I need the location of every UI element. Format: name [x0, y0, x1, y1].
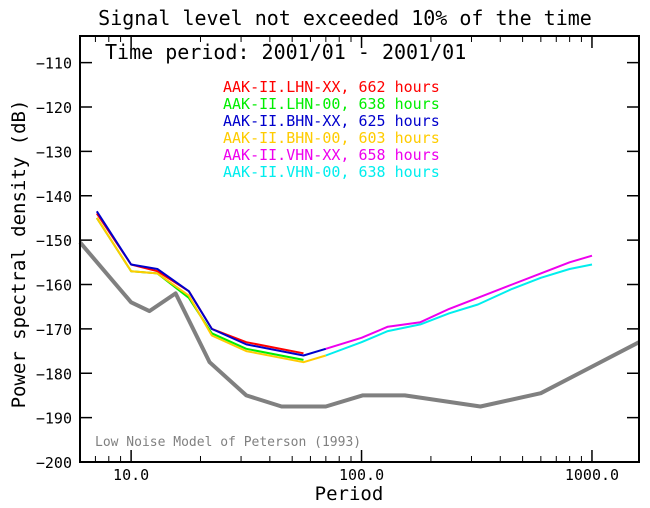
y-tick-label: −200 — [36, 454, 72, 472]
y-tick-label: −150 — [36, 232, 72, 250]
series-line — [325, 254, 593, 350]
chart-title: Signal level not exceeded 10% of the tim… — [98, 6, 592, 30]
y-tick-label: −160 — [36, 277, 72, 295]
y-tick-label: −190 — [36, 410, 72, 428]
y-tick-label: −120 — [36, 99, 72, 117]
x-tick-label: 10.0 — [113, 466, 149, 484]
y-axis-label: Power spectral density (dB) — [8, 100, 30, 409]
legend-entry: AAK-II.VHN-00, 638 hours — [223, 163, 440, 181]
legend-entry: AAK-II.VHN-XX, 658 hours — [223, 146, 440, 164]
y-tick-label: −130 — [36, 143, 72, 161]
x-tick-label: 1000.0 — [565, 466, 619, 484]
series-line — [325, 263, 593, 357]
legend-entry: AAK-II.LHN-XX, 662 hours — [223, 78, 440, 96]
y-tick-label: −110 — [36, 55, 72, 73]
y-tick-label: −180 — [36, 365, 72, 383]
reference-model-label: Low Noise Model of Peterson (1993) — [95, 435, 361, 450]
legend-entry: AAK-II.BHN-00, 603 hours — [223, 129, 440, 147]
chart-subtitle: Time period: 2001/01 - 2001/01 — [105, 40, 466, 64]
y-tick-label: −140 — [36, 188, 72, 206]
legend-entry: AAK-II.LHN-00, 638 hours — [223, 95, 440, 113]
reference-model-line — [78, 241, 640, 409]
x-tick-label: 100.0 — [339, 466, 384, 484]
x-axis-label: Period — [315, 483, 384, 505]
series-line — [95, 217, 327, 364]
plot-frame — [79, 35, 640, 463]
y-tick-label: −170 — [36, 321, 72, 339]
legend-entry: AAK-II.BHN-XX, 625 hours — [223, 112, 440, 130]
series-line — [95, 212, 304, 355]
series-line — [95, 210, 327, 357]
